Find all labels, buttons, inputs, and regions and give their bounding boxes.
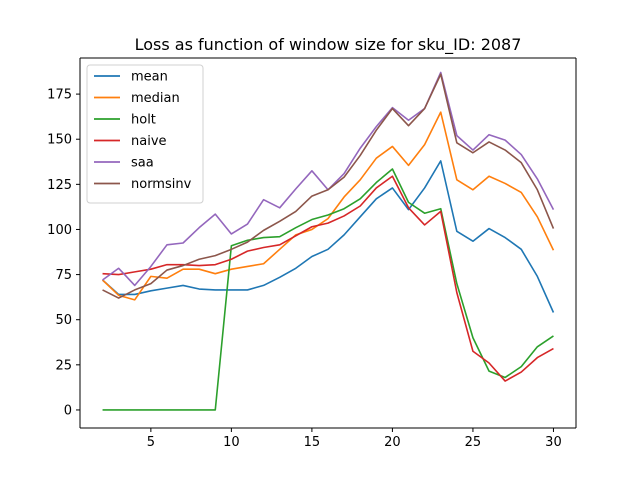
legend-label-holt: holt — [131, 113, 156, 128]
legend-label-median: median — [131, 91, 180, 106]
axes-layer: 5 10 15 20 25 30 0 25 50 75 100 125 150 175 — [47, 57, 577, 450]
series-line-holt — [102, 168, 554, 411]
legend-label-mean: mean — [131, 70, 168, 85]
series-line-naive — [102, 175, 554, 382]
y-tick-label: 25 — [55, 358, 72, 373]
y-tick-label: 0 — [64, 403, 72, 418]
x-tick-label: 25 — [465, 435, 482, 450]
x-tick-label: 20 — [384, 435, 401, 450]
legend-label-saa: saa — [131, 156, 154, 171]
legend-label-normsinv: normsinv — [131, 177, 192, 192]
series-line-median — [101, 111, 555, 301]
series-line-normsinv — [102, 73, 555, 299]
legend: mean median holt naive saa normsinv — [86, 64, 204, 204]
series-line-mean — [102, 160, 555, 313]
y-tick-label: 150 — [47, 133, 72, 148]
y-tick-label: 100 — [47, 223, 72, 238]
series-layer — [101, 71, 555, 411]
x-tick-label: 30 — [545, 435, 562, 450]
legend-label-naive: naive — [131, 134, 167, 149]
x-tick-label: 15 — [304, 435, 321, 450]
y-tick-label: 50 — [55, 313, 72, 328]
x-tick-label: 10 — [223, 435, 240, 450]
y-tick-label: 75 — [55, 268, 72, 283]
chart-title: Loss as function of window size for sku_… — [135, 35, 522, 55]
legend-frame — [86, 64, 204, 204]
y-tick-label: 175 — [47, 88, 72, 103]
x-tick-label: 5 — [147, 435, 155, 450]
y-tick-label: 125 — [47, 178, 72, 193]
